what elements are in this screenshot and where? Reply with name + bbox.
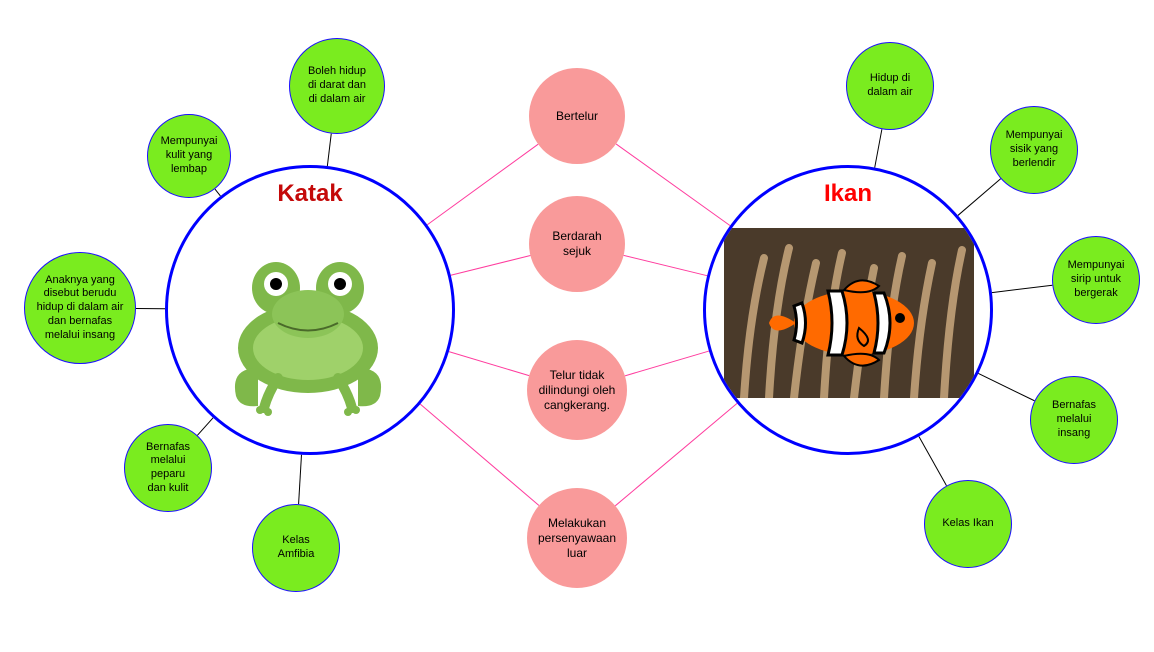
sat-left-label: Kelas Amfibia (278, 534, 315, 562)
sat-right-4: Kelas Ikan (924, 480, 1012, 568)
main-circle-ikan: Ikan (703, 165, 993, 455)
sat-right-0: Hidup di dalam air (846, 42, 934, 130)
sat-left-3: Bernafas melalui peparu dan kulit (124, 424, 212, 512)
main-title-ikan: Ikan (824, 180, 872, 208)
sat-right-3: Bernafas melalui insang (1030, 376, 1118, 464)
mid-1: Berdarah sejuk (529, 196, 625, 292)
sat-left-label: Boleh hidup di darat dan di dalam air (308, 65, 366, 106)
sat-left-4: Kelas Amfibia (252, 504, 340, 592)
frog-image (208, 218, 408, 418)
sat-right-label: Kelas Ikan (942, 517, 993, 531)
main-title-katak: Katak (277, 180, 342, 208)
sat-right-label: Mempunyai sirip untuk bergerak (1068, 259, 1125, 300)
main-circle-katak: Katak (165, 165, 455, 455)
sat-left-label: Anaknya yang disebut berudu hidup di dal… (37, 274, 124, 343)
sat-right-1: Mempunyai sisik yang berlendir (990, 106, 1078, 194)
sat-right-label: Hidup di dalam air (867, 72, 912, 100)
sat-left-2: Anaknya yang disebut berudu hidup di dal… (24, 252, 136, 364)
sat-left-1: Mempunyai kulit yang lembap (147, 114, 231, 198)
sat-left-0: Boleh hidup di darat dan di dalam air (289, 38, 385, 134)
sat-left-label: Mempunyai kulit yang lembap (161, 135, 218, 176)
mid-label: Telur tidak dilindungi oleh cangkerang. (539, 368, 616, 413)
mid-3: Melakukan persenyawaan luar (527, 488, 627, 588)
mid-label: Melakukan persenyawaan luar (538, 516, 616, 561)
mid-2: Telur tidak dilindungi oleh cangkerang. (527, 340, 627, 440)
mid-label: Bertelur (556, 109, 598, 124)
mid-label: Berdarah sejuk (537, 229, 617, 259)
sat-right-label: Bernafas melalui insang (1052, 399, 1096, 440)
sat-right-label: Mempunyai sisik yang berlendir (1006, 129, 1063, 170)
sat-left-label: Bernafas melalui peparu dan kulit (146, 441, 190, 496)
mid-0: Bertelur (529, 68, 625, 164)
sat-right-2: Mempunyai sirip untuk bergerak (1052, 236, 1140, 324)
fish-image (724, 228, 974, 398)
